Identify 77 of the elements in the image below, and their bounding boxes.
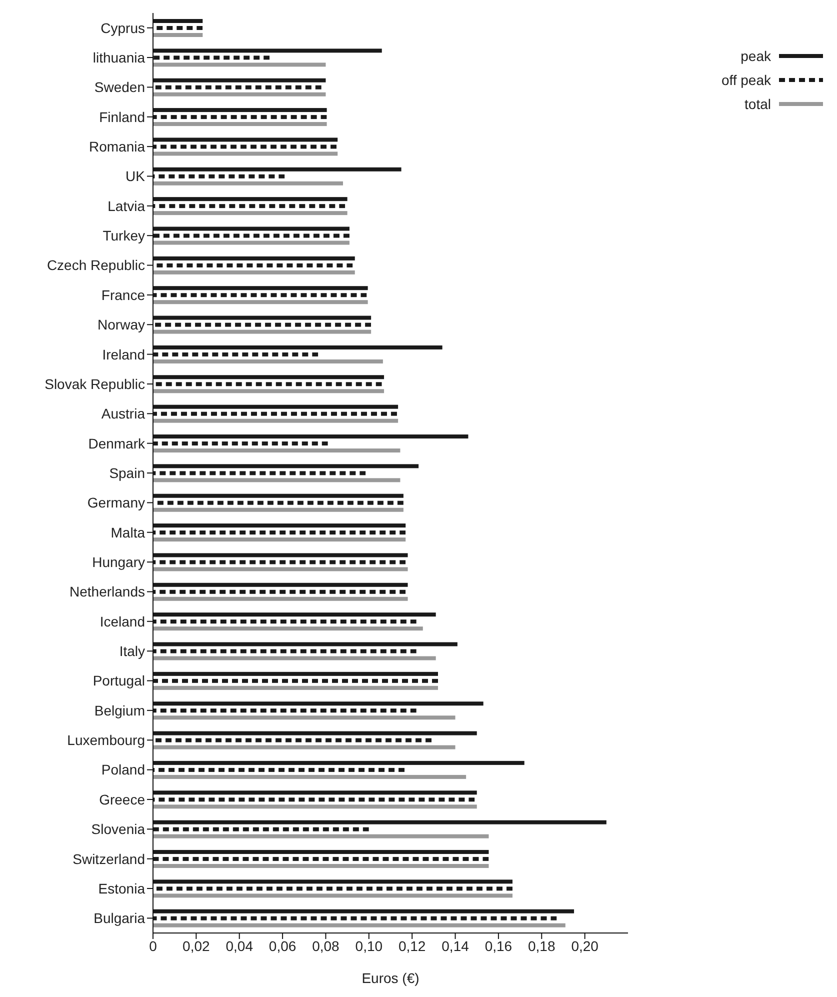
x-tick-label: 0,02 [182, 938, 210, 954]
y-tick-label: Turkey [102, 228, 145, 244]
bar [153, 152, 338, 156]
x-axis-title: Euros (€) [362, 970, 420, 986]
y-tick-label: Slovenia [91, 821, 146, 838]
legend-label: peak [740, 48, 771, 64]
y-tick-label: Belgium [94, 702, 145, 718]
y-tick-label: Romania [88, 138, 146, 155]
bar [153, 745, 456, 750]
bar [153, 626, 423, 631]
y-tick-label: Latvia [108, 198, 146, 214]
bar [153, 300, 368, 304]
y-tick-label: Austria [101, 406, 146, 422]
x-tick-label: 0,04 [226, 938, 254, 954]
y-tick-label: Switzerland [72, 850, 145, 867]
bar [153, 478, 400, 482]
bar [153, 538, 406, 542]
y-tick-label: Iceland [100, 613, 145, 630]
bar [153, 864, 489, 868]
x-tick-label: 0,18 [528, 938, 556, 954]
bar [153, 567, 408, 572]
legend-label: total [744, 96, 771, 112]
y-tick-label: Czech Republic [46, 257, 145, 274]
y-tick-label: Germany [87, 494, 145, 511]
bar [153, 359, 383, 364]
y-tick-label: Spain [109, 464, 145, 481]
bar [153, 418, 398, 423]
y-tick-label: Ireland [102, 346, 145, 362]
y-tick-label: Hungary [92, 554, 145, 570]
y-tick-label: Bulgaria [94, 910, 146, 926]
y-tick-label: Netherlands [70, 584, 145, 600]
bar [153, 774, 466, 779]
y-tick-label: UK [126, 168, 146, 184]
bar [153, 181, 343, 186]
x-tick-label: 0,12 [398, 938, 426, 954]
y-tick-label: Italy [119, 643, 145, 660]
x-tick-label: 0,14 [442, 938, 470, 954]
y-tick-label: Greece [99, 791, 146, 808]
y-tick-label: Denmark [88, 435, 146, 452]
bar [153, 508, 404, 512]
bar [153, 330, 372, 334]
legend-label: off peak [721, 72, 771, 88]
y-tick-label: Slovak Republic [44, 376, 145, 392]
bar [153, 596, 408, 601]
bar [153, 62, 326, 67]
bar [153, 834, 489, 838]
y-tick-label: Malta [110, 524, 146, 540]
bar [153, 33, 203, 37]
y-tick-label: Norway [98, 316, 145, 333]
x-tick-label: 0,06 [268, 938, 296, 954]
x-tick-label: 0,20 [571, 938, 599, 954]
y-tick-label: Luxembourg [67, 732, 145, 748]
y-tick-label: Sweden [94, 79, 145, 96]
bar [153, 923, 566, 928]
bar [153, 656, 436, 660]
y-tick-label: lithuania [92, 49, 146, 66]
bar [153, 240, 350, 245]
y-tick-label: Cyprus [100, 20, 145, 36]
x-tick-label: 0,16 [484, 938, 512, 954]
bar [153, 92, 326, 96]
bar [153, 894, 512, 898]
x-tick-label: 0 [149, 938, 158, 954]
bar [153, 686, 438, 690]
x-tick-label: 0,08 [312, 938, 340, 954]
bar [153, 804, 477, 809]
y-tick-label: France [101, 286, 146, 303]
bar [153, 270, 355, 274]
x-tick-label: 0,10 [355, 938, 383, 954]
bar [153, 389, 384, 394]
y-tick-label: Portugal [92, 672, 145, 689]
y-tick-label: Estonia [98, 880, 146, 896]
bar [153, 211, 348, 216]
y-tick-label: Poland [101, 762, 145, 778]
bar [153, 122, 327, 126]
bar [153, 448, 400, 452]
bar [153, 716, 456, 720]
y-tick-label: Finland [99, 108, 145, 125]
